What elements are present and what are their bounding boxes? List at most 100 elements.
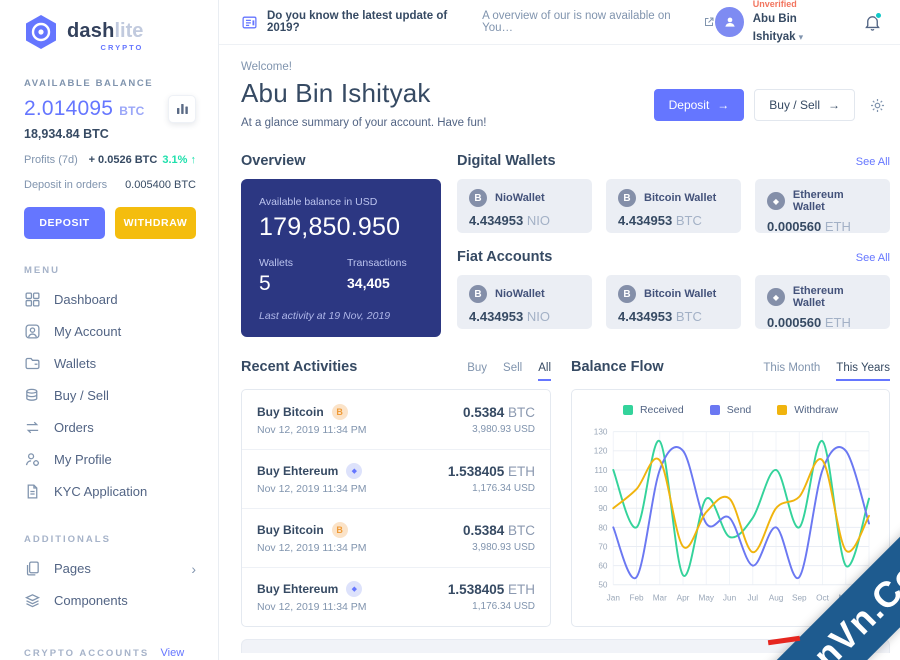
bitcoin-badge-icon: B bbox=[331, 522, 348, 538]
chart-legend: Received Send Withdraw bbox=[580, 404, 881, 416]
notifications-button[interactable] bbox=[863, 11, 882, 32]
orders-value: 0.005400 BTC bbox=[125, 178, 196, 191]
deposit-button[interactable]: DEPOSIT bbox=[24, 206, 105, 239]
main-area: Do you know the latest update of 2019? A… bbox=[219, 0, 900, 660]
topbar: Do you know the latest update of 2019? A… bbox=[219, 0, 900, 45]
wallet-tile[interactable]: B Bitcoin Wallet 4.434953 BTC bbox=[606, 179, 741, 233]
news-icon bbox=[241, 14, 258, 31]
wallet-tile[interactable]: ◆ Ethereum Wallet 0.000560 ETH bbox=[755, 179, 890, 234]
header-buysell-button[interactable]: Buy / Sell → bbox=[754, 89, 855, 121]
svg-text:Oct: Oct bbox=[816, 593, 830, 602]
coins-icon bbox=[24, 387, 41, 404]
svg-text:Dec: Dec bbox=[862, 593, 877, 602]
crypto-accounts-heading: CRYPTO ACCOUNTS (4) bbox=[24, 647, 150, 660]
svg-text:Feb: Feb bbox=[629, 593, 644, 602]
activity-row[interactable]: Buy Bitcoin B Nov 12, 2019 11:34 PM 0.538… bbox=[242, 508, 550, 567]
available-balance-label: AVAILABLE BALANCE bbox=[24, 77, 154, 89]
fiat-tile[interactable]: ◆ Ethereum Wallet 0.000560 ETH bbox=[755, 275, 890, 330]
activity-row[interactable]: Buy Ehtereum ◆ Nov 12, 2019 11:34 PM 1.53… bbox=[242, 449, 550, 508]
profits-value: + 0.0526 BTC bbox=[88, 153, 158, 166]
external-link-icon[interactable] bbox=[703, 16, 715, 28]
fiat-tile[interactable]: B NioWallet 4.434953 NIO bbox=[457, 275, 592, 329]
sidebar-item-dashboard[interactable]: Dashboard bbox=[24, 284, 196, 316]
profits-row: Profits (7d) + 0.0526 BTC 3.1% ↑ bbox=[24, 153, 196, 166]
svg-text:Aug: Aug bbox=[769, 593, 784, 602]
user-card-icon bbox=[24, 323, 41, 340]
last-activity: Last activity at 19 Nov, 2019 bbox=[259, 310, 391, 322]
bitcoin-badge-icon: B bbox=[331, 403, 348, 420]
svg-text:110: 110 bbox=[594, 466, 608, 475]
tab-sell[interactable]: Sell bbox=[503, 362, 523, 374]
brand-name: dashlite CRYPTO bbox=[67, 20, 144, 52]
balance-chart-button[interactable] bbox=[168, 94, 196, 123]
balance-amount: 2.014095 BTC bbox=[24, 96, 145, 120]
settings-button[interactable] bbox=[865, 93, 890, 118]
svg-text:50: 50 bbox=[598, 581, 608, 590]
user-name: Abu Bin Ishityak bbox=[752, 13, 797, 43]
notification-dot bbox=[875, 11, 882, 19]
overview-title: Overview bbox=[241, 153, 306, 169]
bitcoin-icon: B bbox=[618, 189, 636, 207]
sidebar-menu: Dashboard My Account Wallets Buy / Sell … bbox=[24, 284, 196, 508]
svg-text:Jul: Jul bbox=[748, 593, 759, 602]
fiat-accounts-title: Fiat Accounts bbox=[457, 249, 553, 265]
document-icon bbox=[24, 483, 41, 500]
sidebar-item-wallets[interactable]: Wallets bbox=[24, 348, 196, 380]
svg-text:May: May bbox=[699, 593, 715, 602]
sidebar-item-components[interactable]: Components bbox=[24, 585, 196, 617]
overview-card: Available balance in USD 179,850.950 Wal… bbox=[241, 179, 441, 337]
bitcoin-icon: B bbox=[469, 285, 487, 303]
svg-text:Sep: Sep bbox=[792, 593, 807, 602]
legend-send-swatch bbox=[709, 405, 720, 415]
recent-activities-title: Recent Activities bbox=[241, 359, 358, 375]
activity-row[interactable]: Buy Bitcoin B Nov 12, 2019 11:34 PM 0.538… bbox=[257, 403, 535, 436]
welcome-label: Welcome! bbox=[241, 61, 292, 73]
user-gear-icon bbox=[24, 451, 41, 468]
svg-text:80: 80 bbox=[598, 523, 608, 532]
chevron-down-icon: ▾ bbox=[798, 32, 804, 42]
layers-icon bbox=[24, 592, 41, 609]
sidebar: dashlite CRYPTO AVAILABLE BALANCE 2.0140… bbox=[0, 0, 219, 660]
withdraw-button[interactable]: WITHDRAW bbox=[115, 206, 196, 239]
tab-this-month[interactable]: This Month bbox=[763, 362, 821, 374]
svg-text:130: 130 bbox=[594, 428, 608, 437]
digital-wallets-title: Digital Wallets bbox=[457, 153, 556, 169]
fiat-tile[interactable]: B Bitcoin Wallet 4.434953 BTC bbox=[606, 275, 741, 329]
ethereum-icon: ◆ bbox=[767, 288, 785, 306]
digital-wallets-see-all[interactable]: See All bbox=[855, 156, 890, 168]
dashboard-content: Welcome! Abu Bin Ishityak At a glance su… bbox=[219, 45, 900, 660]
brand-logo[interactable]: dashlite CRYPTO bbox=[24, 14, 196, 52]
balance-flow-card: Received Send Withdraw Jan Feb Mar Apr May Ju… bbox=[571, 389, 890, 627]
sidebar-item-pages[interactable]: Pages › bbox=[24, 553, 196, 585]
bitcoin-icon: B bbox=[618, 285, 636, 303]
tab-this-years[interactable]: This Years bbox=[836, 362, 890, 381]
tab-all[interactable]: All bbox=[538, 362, 551, 381]
ethereum-badge-icon: ◆ bbox=[346, 463, 363, 479]
sidebar-item-my-profile[interactable]: My Profile bbox=[24, 444, 196, 476]
wallet-icon bbox=[24, 355, 41, 372]
view-all-link[interactable]: View All bbox=[160, 646, 185, 660]
ethereum-badge-icon: ◆ bbox=[346, 581, 363, 597]
legend-withdraw-swatch bbox=[777, 405, 788, 415]
svg-text:Jun: Jun bbox=[723, 593, 737, 602]
svg-text:Apr: Apr bbox=[677, 593, 690, 602]
svg-text:60: 60 bbox=[598, 562, 608, 571]
activity-row[interactable]: Buy Ehtereum ◆ Nov 12, 2019 11:34 PM 1.53… bbox=[242, 567, 550, 626]
avatar bbox=[715, 7, 744, 37]
sidebar-item-orders[interactable]: Orders bbox=[24, 412, 196, 444]
svg-text:100: 100 bbox=[594, 485, 608, 494]
deposit-orders-row: Deposit in orders 0.005400 BTC bbox=[24, 178, 196, 191]
sidebar-item-my-account[interactable]: My Account bbox=[24, 316, 196, 348]
sidebar-item-buy-sell[interactable]: Buy / Sell bbox=[24, 380, 196, 412]
wallet-tile[interactable]: B NioWallet 4.434953 NIO bbox=[457, 179, 592, 233]
tab-buy[interactable]: Buy bbox=[467, 362, 488, 374]
header-deposit-button[interactable]: Deposit → bbox=[653, 89, 745, 121]
fiat-accounts-see-all[interactable]: See All bbox=[855, 252, 890, 264]
svg-text:Nov: Nov bbox=[838, 593, 854, 602]
pages-icon bbox=[24, 560, 41, 577]
announcement-banner[interactable]: Do you know the latest update of 2019? A… bbox=[241, 10, 715, 34]
arrow-right-icon: → bbox=[717, 98, 730, 112]
user-menu[interactable]: Unverified Abu Bin Ishityak ▾ bbox=[715, 0, 845, 45]
bitcoin-icon: B bbox=[469, 189, 487, 207]
sidebar-item-kyc-application[interactable]: KYC Application bbox=[24, 476, 196, 508]
